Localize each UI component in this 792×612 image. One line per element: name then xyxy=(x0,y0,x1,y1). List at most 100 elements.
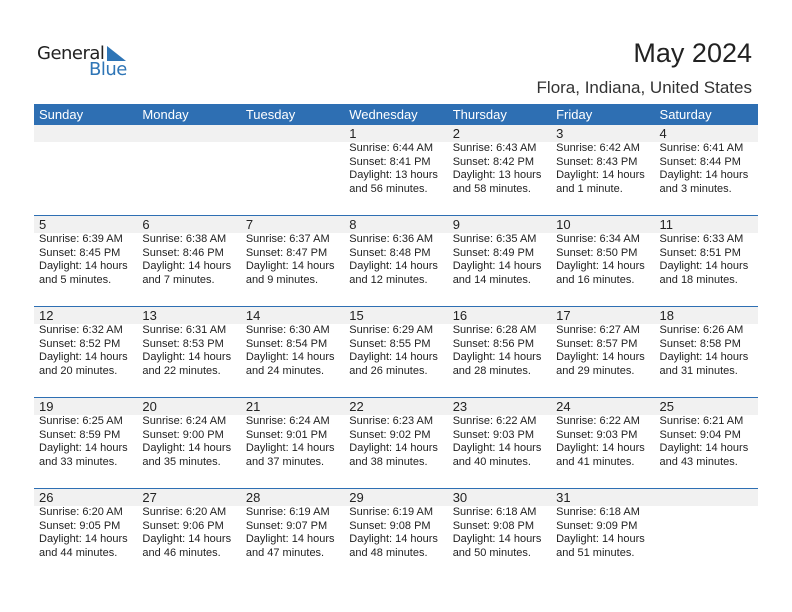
page-title: May 2024 xyxy=(633,38,752,68)
minutes-text: and 26 minutes. xyxy=(349,364,428,377)
minutes-text: and 1 minute. xyxy=(556,182,623,195)
day-number: 3 xyxy=(556,126,564,141)
daylight-text: Daylight: 14 hours xyxy=(245,351,335,363)
day-cell: 26 Sunrise: 6:20 AM Sunset: 9:05 PM Dayligh… xyxy=(34,489,137,579)
daylight-text: Daylight: 14 hours xyxy=(556,260,645,272)
sunset-text: Sunset: 9:00 PM xyxy=(142,428,224,441)
daylight-text: Daylight: 14 hours xyxy=(452,260,542,272)
minutes-text: and 43 minutes. xyxy=(659,455,738,468)
location: Flora, Indiana, United States xyxy=(536,78,752,97)
minutes-text: and 7 minutes. xyxy=(142,273,215,286)
daylight-text: Daylight: 14 hours xyxy=(556,351,645,363)
day-cell: 28 Sunrise: 6:19 AM Sunset: 9:07 PM Dayligh… xyxy=(241,489,344,579)
day-cell: 19 Sunrise: 6:25 AM Sunset: 8:59 PM Dayligh… xyxy=(34,398,137,488)
day-cell: 7 Sunrise: 6:37 AM Sunset: 8:47 PM Daylight… xyxy=(241,216,344,306)
minutes-text: and 5 minutes. xyxy=(39,273,112,286)
day-number: 6 xyxy=(142,217,150,232)
day-cell: 17 Sunrise: 6:27 AM Sunset: 8:57 PM Dayligh… xyxy=(551,307,654,397)
daylight-text: Daylight: 14 hours xyxy=(659,169,749,181)
daylight-text: Daylight: 14 hours xyxy=(349,260,438,272)
minutes-text: and 12 minutes. xyxy=(349,273,428,286)
day-number: 12 xyxy=(39,308,54,323)
sunrise-text: Sunrise: 6:18 AM xyxy=(452,506,537,518)
daylight-text: Daylight: 14 hours xyxy=(452,442,542,454)
daylight-text: Daylight: 14 hours xyxy=(39,351,128,363)
day-number: 18 xyxy=(659,308,674,323)
minutes-text: and 37 minutes. xyxy=(245,455,325,468)
daylight-text: Daylight: 14 hours xyxy=(556,442,645,454)
day-number: 11 xyxy=(659,217,674,232)
sunrise-text: Sunrise: 6:29 AM xyxy=(349,324,434,336)
day-cell: 2 Sunrise: 6:43 AM Sunset: 8:42 PM Daylight… xyxy=(448,125,551,215)
daylight-text: Daylight: 14 hours xyxy=(452,351,542,363)
minutes-text: and 31 minutes. xyxy=(659,364,738,377)
minutes-text: and 58 minutes. xyxy=(452,182,531,195)
sunset-text: Sunset: 8:44 PM xyxy=(659,155,741,168)
day-number: 7 xyxy=(245,217,254,232)
day-number: 22 xyxy=(349,399,364,414)
day-cell: 22 Sunrise: 6:23 AM Sunset: 9:02 PM Dayligh… xyxy=(344,398,447,488)
day-number: 21 xyxy=(245,399,261,414)
date-strip xyxy=(34,216,758,233)
sunset-text: Sunset: 9:07 PM xyxy=(245,519,328,532)
day-number: 5 xyxy=(39,217,47,232)
daylight-text: Daylight: 13 hours xyxy=(452,169,542,181)
logo: General Blue xyxy=(37,43,137,83)
sunrise-text: Sunrise: 6:43 AM xyxy=(452,142,537,154)
sunrise-text: Sunrise: 6:23 AM xyxy=(349,415,434,427)
week-row: 19 Sunrise: 6:25 AM Sunset: 8:59 PM Dayligh… xyxy=(34,397,758,488)
minutes-text: and 18 minutes. xyxy=(659,273,738,286)
day-cell: 25 Sunrise: 6:21 AM Sunset: 9:04 PM Dayligh… xyxy=(655,398,758,488)
sunrise-text: Sunrise: 6:22 AM xyxy=(452,415,537,427)
weekday-wednesday: Wednesday xyxy=(349,107,418,122)
daylight-text: Daylight: 14 hours xyxy=(142,260,232,272)
minutes-text: and 40 minutes. xyxy=(452,455,531,468)
sunset-text: Sunset: 8:41 PM xyxy=(349,155,431,168)
minutes-text: and 50 minutes. xyxy=(452,546,531,559)
calendar-grid: Sunday Monday Tuesday Wednesday Thursday Frid… xyxy=(34,104,758,579)
day-number: 8 xyxy=(349,217,357,232)
week-row: 1 Sunrise: 6:44 AM Sunset: 8:41 PM Daylight… xyxy=(34,125,758,215)
day-cell: 16 Sunrise: 6:28 AM Sunset: 8:56 PM Dayligh… xyxy=(448,307,551,397)
daylight-text: Daylight: 14 hours xyxy=(142,442,232,454)
sunset-text: Sunset: 8:59 PM xyxy=(39,428,121,441)
sunrise-text: Sunrise: 6:41 AM xyxy=(659,142,744,154)
day-number: 24 xyxy=(556,399,571,414)
daylight-text: Daylight: 14 hours xyxy=(39,442,128,454)
sunset-text: Sunset: 9:08 PM xyxy=(452,519,535,532)
minutes-text: and 28 minutes. xyxy=(452,364,531,377)
week-days: 26 Sunrise: 6:20 AM Sunset: 9:05 PM Dayligh… xyxy=(34,489,758,579)
daylight-text: Daylight: 14 hours xyxy=(659,351,749,363)
logo-text-blue: Blue xyxy=(89,59,127,80)
day-number: 15 xyxy=(349,308,364,323)
weekday-thursday: Thursday xyxy=(452,107,507,122)
day-cell: 8 Sunrise: 6:36 AM Sunset: 8:48 PM Daylight… xyxy=(344,216,447,306)
week-days: 1 Sunrise: 6:44 AM Sunset: 8:41 PM Daylight… xyxy=(34,125,758,215)
sunrise-text: Sunrise: 6:24 AM xyxy=(142,415,227,427)
day-cell: 27 Sunrise: 6:20 AM Sunset: 9:06 PM Dayligh… xyxy=(137,489,240,579)
sunrise-text: Sunrise: 6:34 AM xyxy=(556,233,640,245)
minutes-text: and 44 minutes. xyxy=(39,546,118,559)
minutes-text: and 14 minutes. xyxy=(452,273,531,286)
week-days: 5 Sunrise: 6:39 AM Sunset: 8:45 PM Daylight… xyxy=(34,216,758,306)
sunrise-text: Sunrise: 6:33 AM xyxy=(659,233,744,245)
minutes-text: and 24 minutes. xyxy=(245,364,325,377)
daylight-text: Daylight: 14 hours xyxy=(556,169,645,181)
daylight-text: Daylight: 14 hours xyxy=(452,533,542,545)
minutes-text: and 22 minutes. xyxy=(142,364,221,377)
sunset-text: Sunset: 9:01 PM xyxy=(245,428,328,441)
daylight-text: Daylight: 14 hours xyxy=(659,260,749,272)
minutes-text: and 38 minutes. xyxy=(349,455,428,468)
sunset-text: Sunset: 8:42 PM xyxy=(452,155,535,168)
sunrise-text: Sunrise: 6:42 AM xyxy=(556,142,640,154)
daylight-text: Daylight: 14 hours xyxy=(556,533,645,545)
sunset-text: Sunset: 9:06 PM xyxy=(142,519,224,532)
minutes-text: and 20 minutes. xyxy=(39,364,118,377)
date-strip xyxy=(34,489,758,506)
day-number: 20 xyxy=(142,399,157,414)
week-row: 26 Sunrise: 6:20 AM Sunset: 9:05 PM Dayligh… xyxy=(34,488,758,579)
empty-day-cell xyxy=(34,125,137,215)
day-cell: 21 Sunrise: 6:24 AM Sunset: 9:01 PM Dayligh… xyxy=(241,398,344,488)
empty-day-cell xyxy=(137,125,240,215)
week-days: 19 Sunrise: 6:25 AM Sunset: 8:59 PM Dayligh… xyxy=(34,398,758,488)
